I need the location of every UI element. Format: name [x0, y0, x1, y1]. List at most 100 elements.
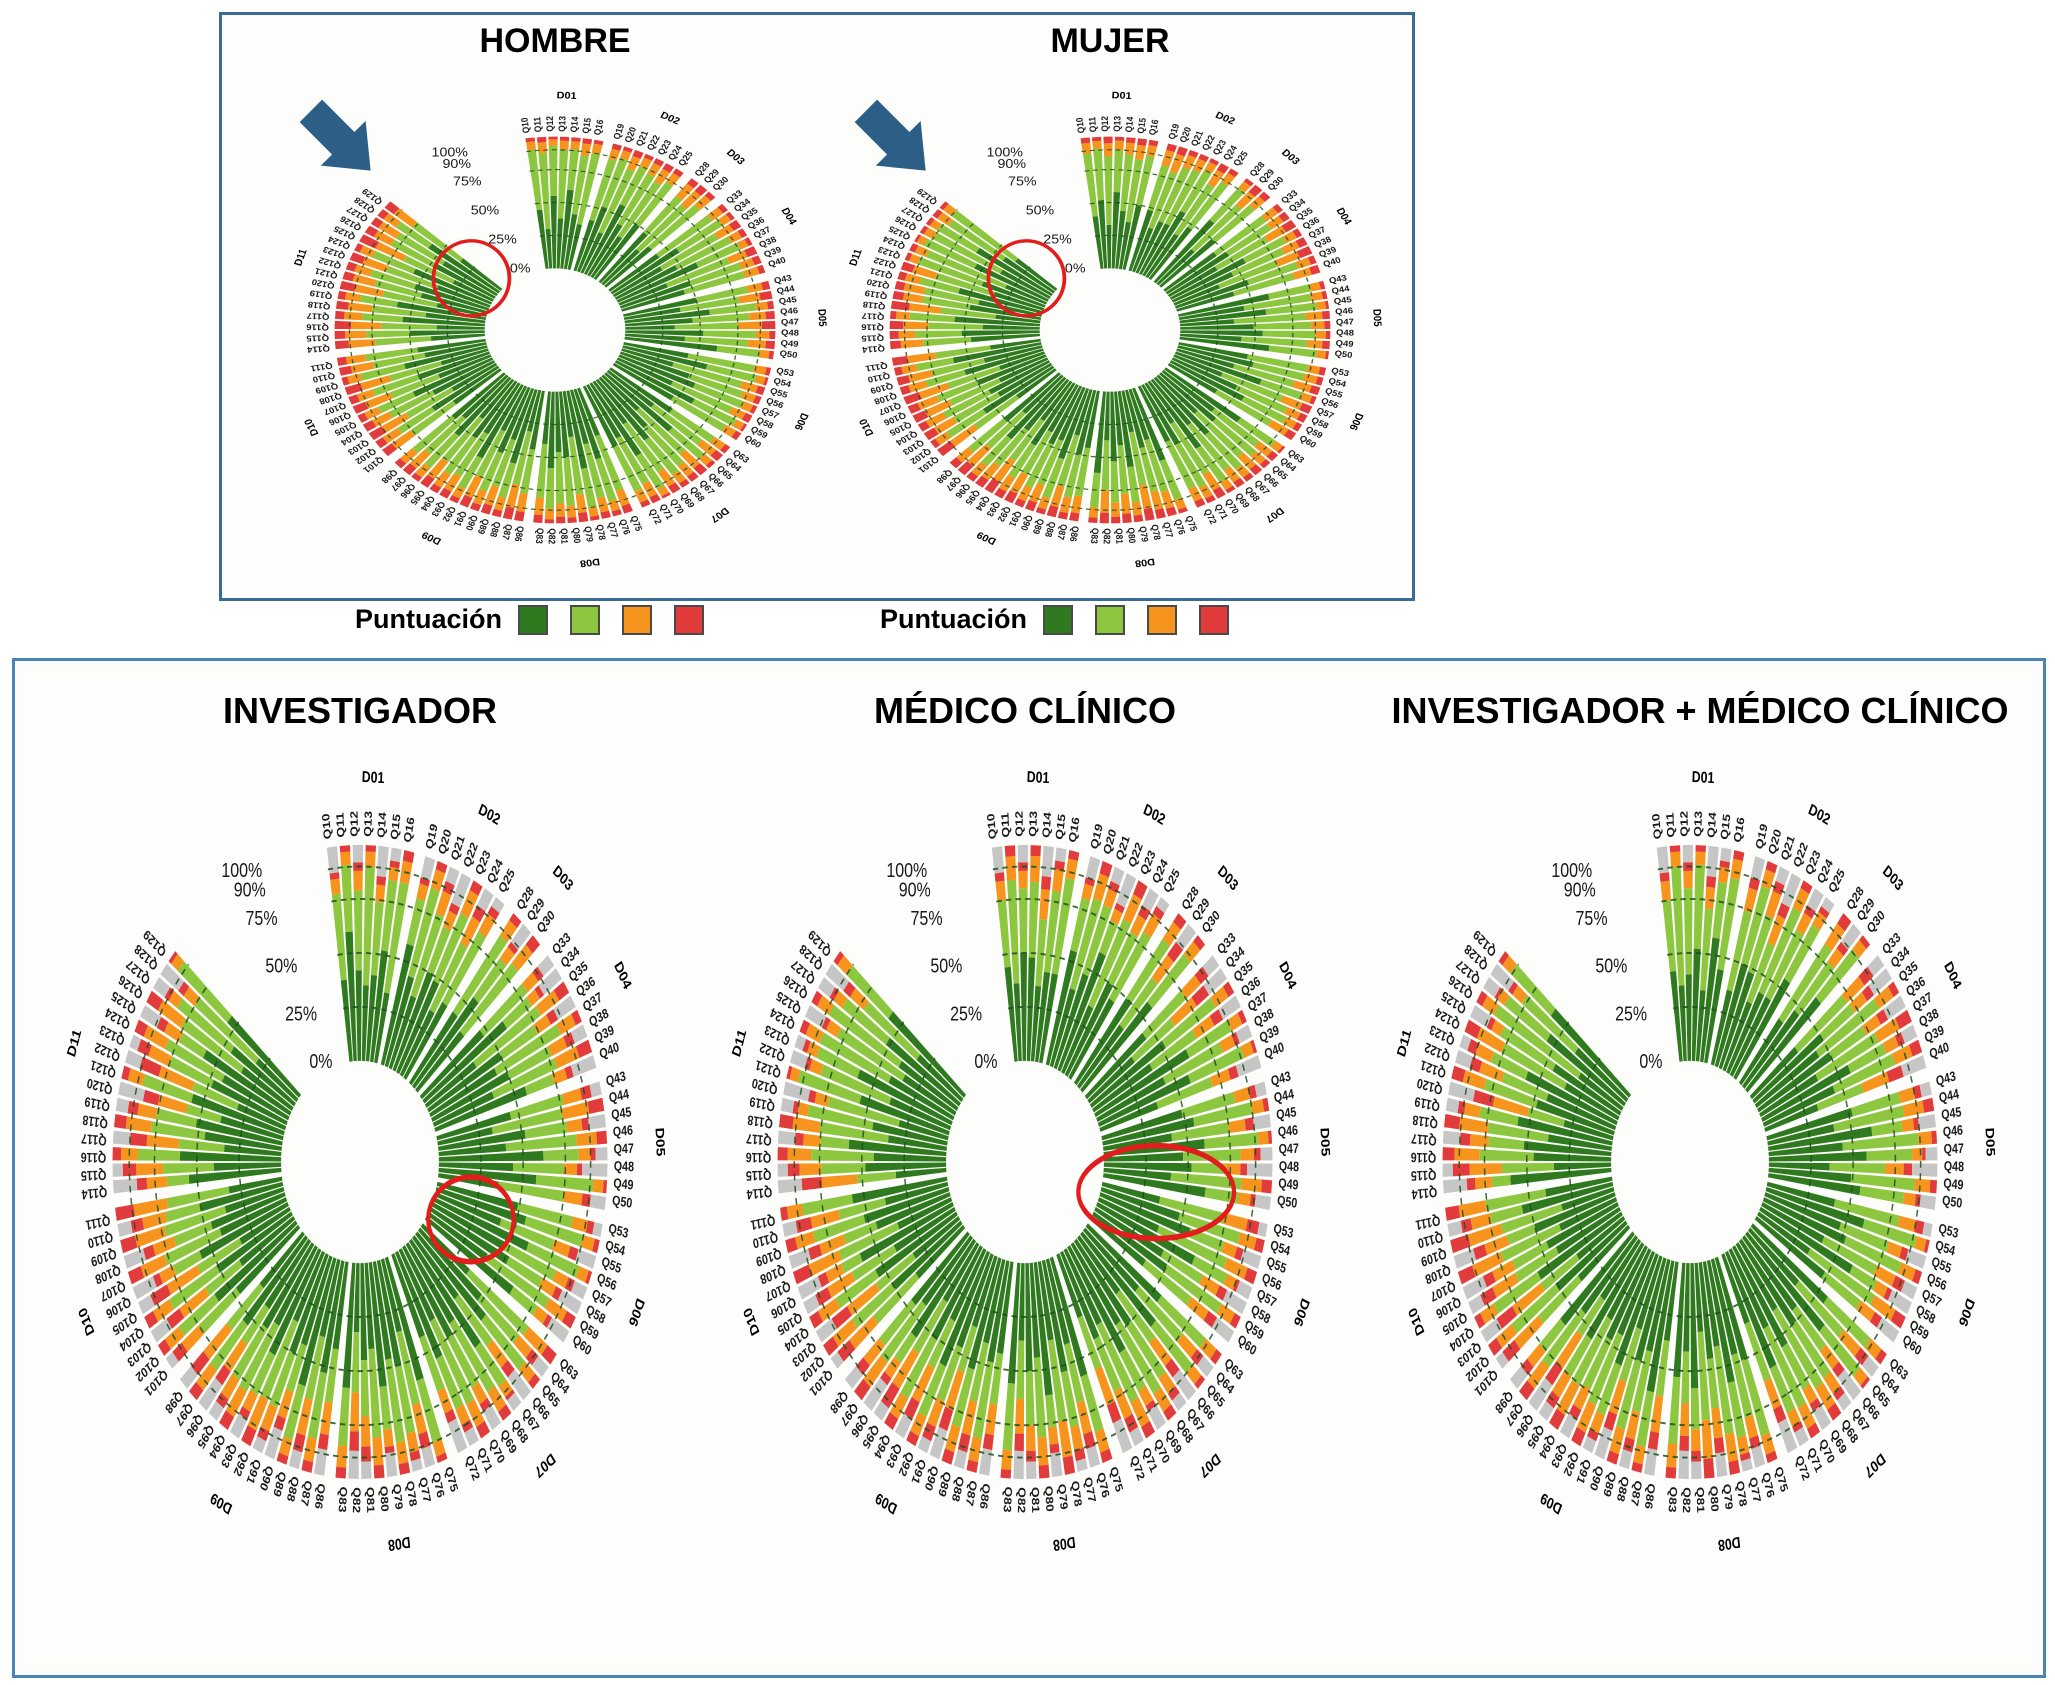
svg-text:Q83: Q83 — [336, 1486, 350, 1513]
guide-circles — [903, 149, 1317, 511]
svg-text:D08: D08 — [579, 556, 601, 568]
svg-text:D03: D03 — [550, 861, 576, 894]
svg-text:Q46: Q46 — [1277, 1122, 1298, 1140]
svg-text:0%: 0% — [309, 1049, 332, 1072]
svg-text:Q82: Q82 — [1102, 528, 1113, 544]
svg-text:Q54: Q54 — [604, 1237, 627, 1259]
legend-label: Puntuación — [880, 604, 1027, 634]
svg-text:Q10: Q10 — [319, 813, 333, 841]
svg-text:Q15: Q15 — [388, 813, 403, 841]
svg-text:75%: 75% — [453, 174, 482, 188]
svg-text:Q78: Q78 — [1149, 524, 1163, 541]
svg-text:90%: 90% — [1564, 877, 1596, 900]
svg-text:Q54: Q54 — [1269, 1237, 1292, 1259]
svg-text:Q16: Q16 — [1731, 815, 1747, 844]
svg-text:Q79: Q79 — [391, 1483, 406, 1511]
svg-text:Q12: Q12 — [1013, 811, 1025, 837]
svg-text:Q86: Q86 — [1068, 525, 1081, 542]
svg-text:75%: 75% — [911, 906, 943, 929]
svg-text:D03: D03 — [1215, 861, 1241, 894]
svg-text:Q45: Q45 — [610, 1104, 632, 1123]
svg-text:Q11: Q11 — [334, 812, 347, 838]
svg-text:Q54: Q54 — [772, 376, 792, 389]
svg-text:Q117: Q117 — [861, 311, 884, 322]
svg-text:Q15: Q15 — [580, 117, 593, 134]
bottom-panel — [12, 658, 2046, 1678]
svg-text:D01: D01 — [1027, 767, 1050, 786]
guide-circles — [348, 149, 762, 511]
svg-text:0%: 0% — [510, 261, 531, 275]
svg-text:D04: D04 — [612, 958, 635, 992]
svg-text:Q47: Q47 — [781, 317, 799, 327]
svg-text:Q117: Q117 — [81, 1131, 108, 1149]
svg-text:0%: 0% — [1065, 261, 1086, 275]
svg-text:Q79: Q79 — [1056, 1483, 1071, 1511]
svg-text:Q11: Q11 — [532, 117, 544, 133]
svg-text:90%: 90% — [234, 877, 266, 900]
highlight-annotation — [426, 1174, 516, 1265]
svg-text:Q50: Q50 — [1276, 1192, 1298, 1211]
svg-text:Q117: Q117 — [746, 1131, 773, 1149]
svg-text:D10: D10 — [1405, 1305, 1427, 1339]
svg-text:Q88: Q88 — [1614, 1474, 1631, 1503]
svg-text:Q81: Q81 — [559, 528, 570, 544]
svg-text:0%: 0% — [1639, 1049, 1662, 1072]
svg-text:D05: D05 — [815, 309, 828, 327]
svg-text:D06: D06 — [1956, 1296, 1978, 1330]
svg-text:50%: 50% — [471, 203, 500, 217]
svg-text:Q81: Q81 — [1114, 528, 1125, 544]
svg-text:Q11: Q11 — [1087, 117, 1099, 133]
svg-text:Q110: Q110 — [312, 371, 336, 384]
svg-text:Q83: Q83 — [1089, 528, 1101, 544]
svg-text:D09: D09 — [208, 1489, 234, 1518]
svg-text:Q120: Q120 — [85, 1075, 113, 1098]
svg-text:D02: D02 — [658, 110, 681, 127]
svg-text:90%: 90% — [998, 157, 1027, 171]
guide-circles — [793, 865, 1257, 1459]
svg-text:50%: 50% — [930, 954, 962, 977]
svg-text:D07: D07 — [1862, 1450, 1888, 1482]
svg-text:Q43: Q43 — [773, 273, 793, 286]
svg-text:100%: 100% — [886, 858, 927, 881]
svg-text:Q47: Q47 — [1279, 1141, 1300, 1157]
svg-text:Q53: Q53 — [607, 1220, 629, 1241]
svg-text:75%: 75% — [246, 906, 278, 929]
svg-text:Q19: Q19 — [1753, 822, 1770, 851]
svg-text:Q86: Q86 — [312, 1482, 327, 1510]
svg-text:Q111: Q111 — [310, 361, 334, 373]
svg-text:D09: D09 — [1538, 1489, 1564, 1518]
svg-text:Q12: Q12 — [1678, 811, 1690, 837]
legend-swatches — [1043, 604, 1229, 635]
svg-text:Q45: Q45 — [778, 295, 797, 306]
svg-text:Q14: Q14 — [1040, 811, 1054, 838]
svg-text:Q87: Q87 — [500, 523, 514, 540]
legend-swatch — [1095, 604, 1125, 635]
chart-title-investigador: INVESTIGADOR — [222, 690, 498, 731]
svg-text:25%: 25% — [1615, 1001, 1647, 1024]
svg-text:Q13: Q13 — [362, 810, 375, 837]
chart-title-mujer: MUJER — [1050, 22, 1170, 60]
svg-text:Q86: Q86 — [1642, 1482, 1657, 1510]
svg-text:Q46: Q46 — [1335, 306, 1354, 317]
svg-text:Q47: Q47 — [1944, 1141, 1965, 1157]
svg-text:Q11: Q11 — [1664, 812, 1677, 838]
svg-text:D10: D10 — [303, 417, 322, 437]
svg-text:Q78: Q78 — [404, 1480, 420, 1508]
svg-text:D01: D01 — [1111, 91, 1132, 102]
svg-text:Q78: Q78 — [1069, 1480, 1085, 1508]
svg-text:Q12: Q12 — [1099, 116, 1110, 132]
svg-text:D11: D11 — [729, 1027, 749, 1059]
svg-text:Q120: Q120 — [311, 277, 336, 291]
svg-text:D10: D10 — [858, 417, 877, 437]
bars — [112, 844, 608, 1480]
bars — [777, 844, 1273, 1480]
svg-text:Q115: Q115 — [81, 1167, 107, 1183]
svg-text:Q115: Q115 — [861, 333, 884, 343]
svg-text:D04: D04 — [1277, 958, 1300, 992]
svg-text:Q14: Q14 — [375, 811, 389, 838]
